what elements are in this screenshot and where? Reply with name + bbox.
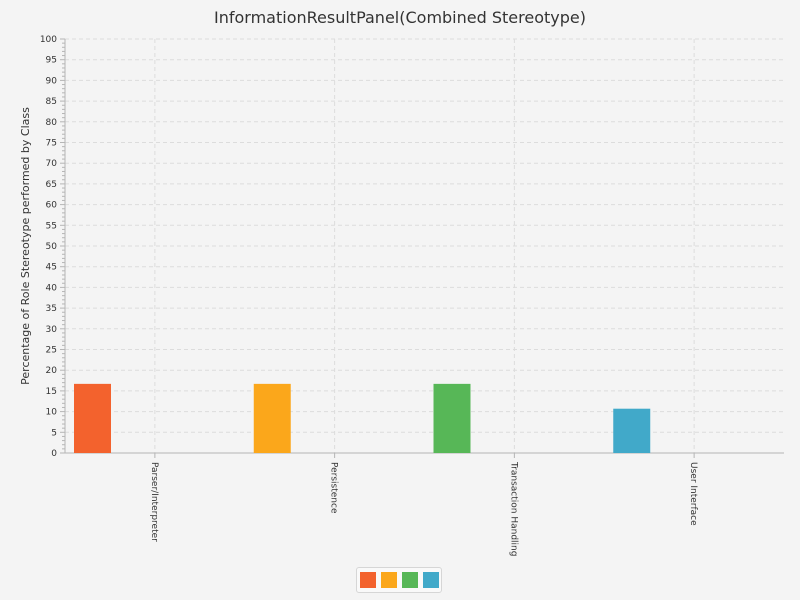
y-tick-label: 25 [46,346,57,356]
legend-swatch[interactable] [380,572,397,588]
bar-parser-interpreter[interactable] [74,383,111,453]
y-tick-label: 0 [51,449,57,459]
legend [356,567,442,593]
legend-swatch[interactable] [401,572,418,588]
x-category-label: User Interface [688,462,698,526]
y-tick-label: 85 [46,97,57,107]
x-category-label: Transaction Handling [508,461,518,556]
x-category-label: Persistence [329,462,339,514]
y-tick-label: 35 [46,304,57,314]
grid [65,38,784,453]
y-tick-label: 90 [46,76,58,86]
y-tick-label: 5 [51,428,57,438]
y-tick-label: 20 [46,366,58,376]
y-tick-label: 75 [46,139,57,149]
bar-persistence[interactable] [253,383,291,453]
bar-user-interface[interactable] [613,408,651,453]
y-tick-label: 30 [46,325,58,335]
y-tick-label: 60 [46,201,58,211]
y-tick-label: 65 [46,180,57,190]
y-tick-label: 10 [46,408,58,418]
y-axis-ticks: 0 5 10 15 20 25 30 35 40 45 50 55 60 65 70 75 80 85 90 95 10… [40,35,65,459]
y-axis-label: Percentage of Role Stereotype performed … [19,107,32,385]
y-tick-label: 45 [46,263,57,273]
bar-transaction-handling[interactable] [433,383,471,453]
legend-swatch[interactable] [422,572,439,588]
x-axis-categories: Parser/Interpreter Persistence Transaction… [149,453,698,556]
bars [74,383,651,453]
chart-title: InformationResultPanel(Combined Stereoty… [214,8,586,27]
y-tick-label: 40 [46,283,58,293]
x-category-label: Parser/Interpreter [149,462,159,542]
y-tick-label: 95 [46,56,57,66]
y-tick-label: 80 [46,118,58,128]
y-tick-label: 100 [40,35,57,45]
y-tick-label: 55 [46,221,57,231]
y-tick-label: 50 [46,242,58,252]
legend-swatch[interactable] [359,572,376,588]
y-tick-label: 15 [46,387,57,397]
y-tick-label: 70 [46,159,58,169]
